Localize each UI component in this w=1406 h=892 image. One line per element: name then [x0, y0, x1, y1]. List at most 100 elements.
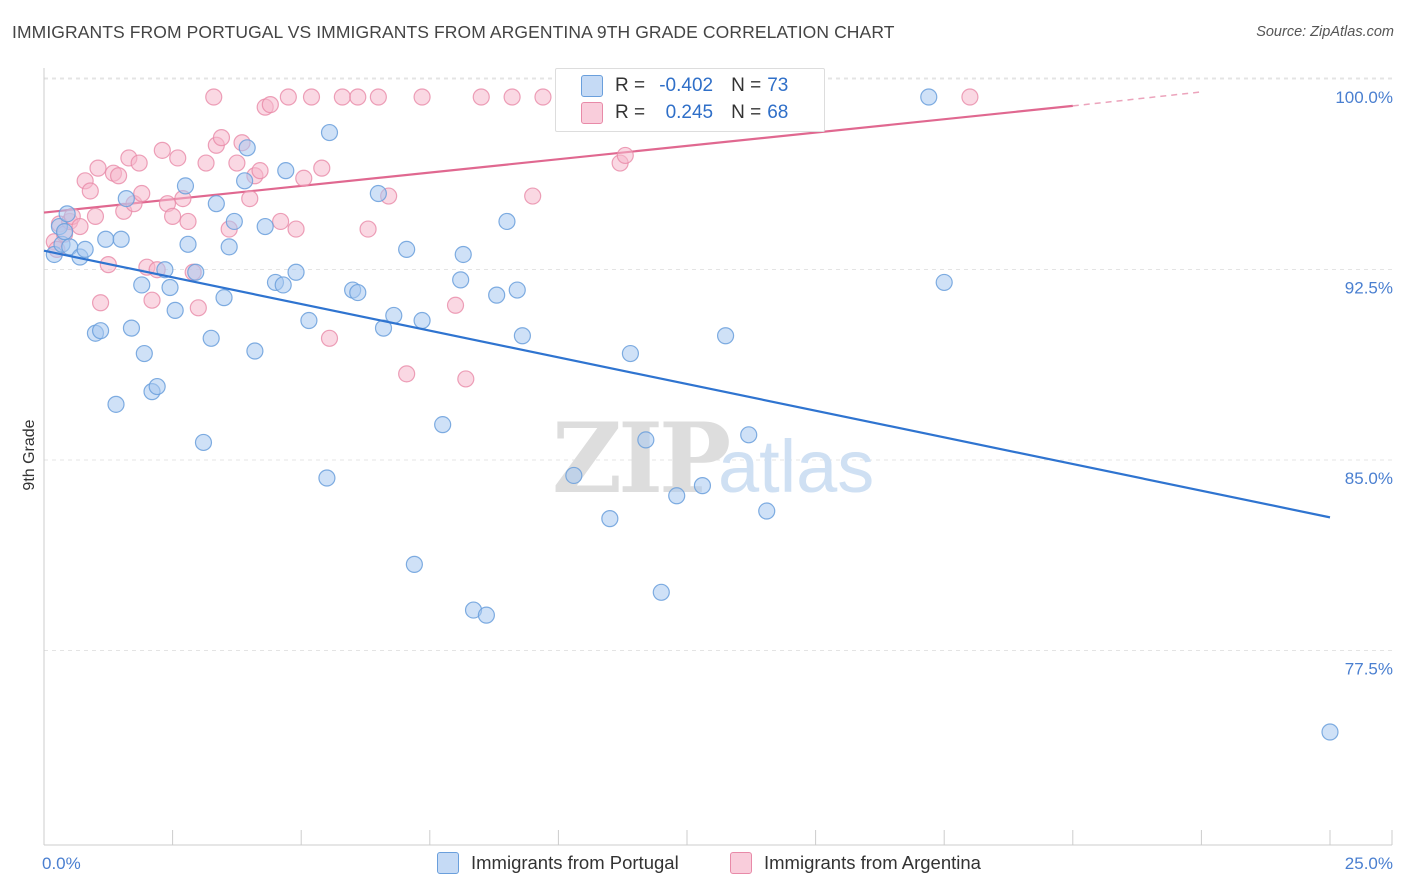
- point-argentina: [153, 141, 171, 159]
- point-portugal: [187, 263, 205, 281]
- point-argentina: [313, 159, 331, 177]
- point-argentina: [130, 154, 148, 172]
- point-portugal: [508, 281, 526, 299]
- x-tick-label-max: 25.0%: [1345, 854, 1393, 873]
- point-argentina: [197, 154, 215, 172]
- legend-n-label: N =: [731, 102, 762, 123]
- point-portugal: [179, 235, 197, 253]
- point-argentina: [287, 220, 305, 238]
- point-portugal: [122, 319, 141, 337]
- point-portugal: [91, 322, 110, 340]
- point-argentina: [179, 212, 197, 231]
- trendline-argentina: [43, 104, 1073, 214]
- source-label: Source: ZipAtlas.com: [1256, 24, 1394, 40]
- watermark-zip: ZIP: [552, 402, 729, 515]
- point-portugal: [117, 190, 135, 208]
- point-portugal: [166, 301, 184, 319]
- points-portugal: [45, 88, 1339, 741]
- point-argentina: [398, 365, 416, 383]
- chart-title: IMMIGRANTS FROM PORTUGAL VS IMMIGRANTS F…: [12, 22, 895, 42]
- point-portugal: [637, 431, 655, 449]
- point-argentina: [241, 190, 259, 208]
- trendline-portugal: [43, 249, 1331, 519]
- legend-swatch-argentina: [730, 852, 752, 874]
- point-portugal: [413, 311, 431, 330]
- point-argentina: [133, 184, 151, 203]
- point-portugal: [758, 502, 776, 520]
- point-argentina: [205, 88, 223, 106]
- legend-row-portugal: R = -0.402 N = 73: [581, 75, 788, 97]
- legend-n-value: 73: [767, 75, 789, 96]
- grid-lines: [44, 77, 1392, 651]
- point-portugal: [454, 245, 472, 264]
- legend-r-label: R =: [615, 75, 646, 96]
- point-argentina: [228, 154, 246, 172]
- point-portugal: [225, 212, 243, 231]
- point-portugal: [601, 510, 619, 528]
- legend-swatch-argentina: [581, 102, 603, 124]
- trend-lines-argentina: [43, 91, 1202, 214]
- point-portugal: [55, 223, 74, 241]
- tick-labels: 77.5% 85.0% 92.5% 100.0% 0.0% 25.0%: [42, 88, 1393, 873]
- point-argentina: [349, 88, 367, 106]
- point-portugal: [274, 276, 292, 294]
- x-tick-label-min: 0.0%: [42, 854, 81, 873]
- point-portugal: [740, 426, 758, 444]
- point-portugal: [498, 212, 516, 231]
- point-argentina: [413, 88, 431, 106]
- point-portugal: [207, 195, 225, 213]
- point-portugal: [97, 230, 115, 248]
- legend-item-portugal: Immigrants from Portugal: [437, 852, 679, 874]
- point-argentina: [320, 329, 339, 347]
- point-portugal: [256, 217, 274, 236]
- point-argentina: [143, 291, 161, 309]
- point-portugal: [513, 327, 531, 345]
- legend-n-value: 68: [767, 102, 789, 123]
- point-portugal: [320, 123, 339, 142]
- point-portugal: [236, 172, 254, 190]
- point-portugal: [112, 230, 130, 248]
- point-portugal: [76, 240, 94, 258]
- legend-swatch-portugal: [437, 852, 459, 874]
- axes: [43, 68, 1393, 846]
- point-portugal: [176, 177, 195, 195]
- point-argentina: [359, 220, 377, 238]
- point-portugal: [488, 286, 506, 304]
- point-argentina: [169, 149, 187, 167]
- point-argentina: [251, 162, 269, 180]
- point-argentina: [333, 88, 351, 106]
- point-argentina: [446, 296, 465, 314]
- trendline-argentina-extension: [1072, 91, 1202, 107]
- point-portugal: [935, 273, 953, 292]
- legend-row-argentina: R = 0.245 N = 68: [581, 102, 788, 124]
- point-portugal: [716, 327, 735, 345]
- legend-label-portugal: Immigrants from Portugal: [471, 852, 679, 873]
- point-portugal: [565, 466, 583, 485]
- point-portugal: [621, 344, 640, 363]
- point-argentina: [261, 96, 279, 114]
- point-portugal: [1321, 723, 1339, 741]
- point-portugal: [202, 329, 220, 347]
- y-tick-label: 100.0%: [1335, 88, 1393, 107]
- legend-label-argentina: Immigrants from Argentina: [764, 852, 981, 873]
- point-portugal: [220, 238, 238, 256]
- point-portugal: [434, 416, 452, 434]
- legend-n-label: N =: [731, 75, 762, 96]
- point-portugal: [398, 240, 416, 258]
- point-argentina: [457, 370, 475, 388]
- point-argentina: [189, 299, 207, 317]
- point-portugal: [668, 487, 686, 505]
- point-argentina: [472, 88, 490, 106]
- point-portugal: [920, 88, 938, 106]
- point-argentina: [91, 294, 110, 312]
- point-portugal: [194, 433, 213, 452]
- point-argentina: [279, 88, 297, 106]
- point-portugal: [405, 555, 423, 573]
- point-argentina: [369, 88, 387, 106]
- point-portugal: [133, 276, 151, 294]
- trend-lines-portugal: [43, 249, 1331, 519]
- point-argentina: [503, 88, 521, 106]
- legend-r-value: -0.402: [659, 75, 714, 96]
- point-argentina: [212, 129, 231, 147]
